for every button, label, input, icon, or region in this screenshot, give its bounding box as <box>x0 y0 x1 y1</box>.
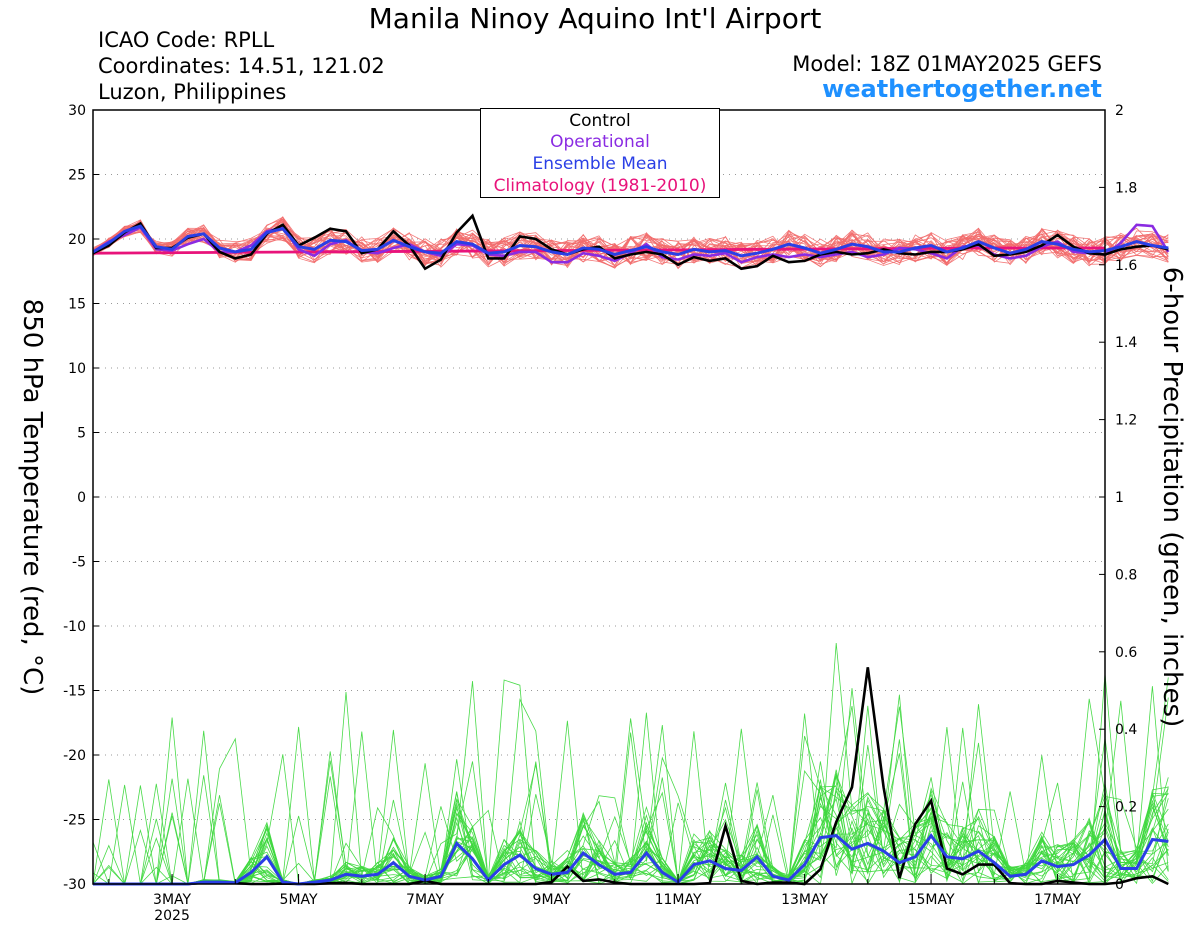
legend-operational: Operational <box>550 132 650 152</box>
left-tick-label: 20 <box>68 232 86 248</box>
left-tick-label: 10 <box>68 361 86 377</box>
precipitation-member-line <box>92 772 1169 886</box>
left-tick-label: -10 <box>63 619 86 635</box>
left-tick-label: 15 <box>68 297 86 313</box>
precipitation-member-line <box>92 673 1169 885</box>
temperature-member-line <box>92 216 1169 265</box>
x-tick-label: 13MAY <box>781 892 828 908</box>
right-tick-label: 1 <box>1115 490 1124 506</box>
mean-temperature-line <box>92 224 1169 258</box>
precipitation-member-line <box>93 681 1169 885</box>
x-tick-label: 9MAY <box>533 892 571 908</box>
left-tick-label: -25 <box>63 813 86 829</box>
grid-lines <box>93 174 1105 820</box>
x-tick-label: 5MAY <box>280 892 318 908</box>
x-tick-label: 7MAY <box>406 892 444 908</box>
legend: Control Operational Ensemble Mean Climat… <box>480 108 720 198</box>
model-run: Model: 18Z 01MAY2025 GEFS <box>792 52 1102 76</box>
left-tick-label: -15 <box>63 684 86 700</box>
right-tick-label: 1.4 <box>1115 335 1137 351</box>
left-tick-label: -30 <box>63 877 86 893</box>
temperature-member-line <box>92 224 1169 267</box>
precipitation-member-line <box>93 735 1169 885</box>
left-tick-label: 25 <box>68 168 86 184</box>
x-tick-label: 3MAY <box>153 892 191 908</box>
temperature-member-line <box>92 224 1169 268</box>
right-tick-label: 0.2 <box>1115 800 1137 816</box>
x-tick-label: 17MAY <box>1034 892 1081 908</box>
precipitation-member-line <box>93 700 1169 885</box>
legend-ensemble-mean: Ensemble Mean <box>532 154 668 174</box>
precipitation-member-line <box>93 738 1169 885</box>
precipitation-member-line <box>93 679 1169 885</box>
main-series <box>92 213 1170 886</box>
right-tick-label: 0 <box>1115 877 1124 893</box>
plot-frame <box>92 109 1106 885</box>
precipitation-member-line <box>93 698 1169 885</box>
legend-climatology: Climatology (1981-2010) <box>493 176 707 196</box>
legend-control: Control <box>569 111 631 131</box>
chart-title: Manila Ninoy Aquino Int'l Airport <box>368 2 822 35</box>
location: Luzon, Philippines <box>98 80 287 104</box>
icao-code: ICAO Code: RPLL <box>98 28 275 52</box>
mean-precipitation-line <box>93 833 1169 886</box>
right-tick-label: 1.2 <box>1115 413 1137 429</box>
site-link[interactable]: weathertogether.net <box>822 75 1102 103</box>
right-tick-label: 0.6 <box>1115 645 1137 661</box>
precipitation-ensemble-members <box>92 642 1169 886</box>
right-tick-label: 1.6 <box>1115 258 1137 274</box>
x-tick-label: 11MAY <box>655 892 702 908</box>
precipitation-member-line <box>93 677 1169 885</box>
right-tick-label: 2 <box>1115 103 1124 119</box>
left-axis-label: 850 hPa Temperature (red, °C) <box>17 298 47 696</box>
right-axis-ticks: 2 1.8 1.6 1.4 1.2 1 0.8 0.6 0.4 0.2 0 <box>1099 103 1137 893</box>
precipitation-member-line <box>93 642 1169 885</box>
x-tick-label: 15MAY <box>908 892 955 908</box>
right-tick-label: 0.8 <box>1115 567 1137 583</box>
x-tick-year: 2025 <box>154 908 190 924</box>
left-tick-label: -20 <box>63 748 86 764</box>
left-tick-label: -5 <box>72 555 86 571</box>
right-axis-label: 6-hour Precipitation (green, inches) <box>1157 266 1187 728</box>
left-tick-label: 30 <box>68 103 86 119</box>
right-tick-label: 1.8 <box>1115 180 1137 196</box>
coordinates: Coordinates: 14.51, 121.02 <box>98 54 385 78</box>
left-tick-label: 0 <box>77 490 86 506</box>
left-axis-ticks: 30 25 20 15 10 5 0 -5 -10 -15 -20 -25 -30 <box>63 103 99 893</box>
left-tick-label: 5 <box>77 426 86 442</box>
precipitation-member-line <box>92 697 1169 885</box>
right-tick-label: 0.4 <box>1115 722 1137 738</box>
